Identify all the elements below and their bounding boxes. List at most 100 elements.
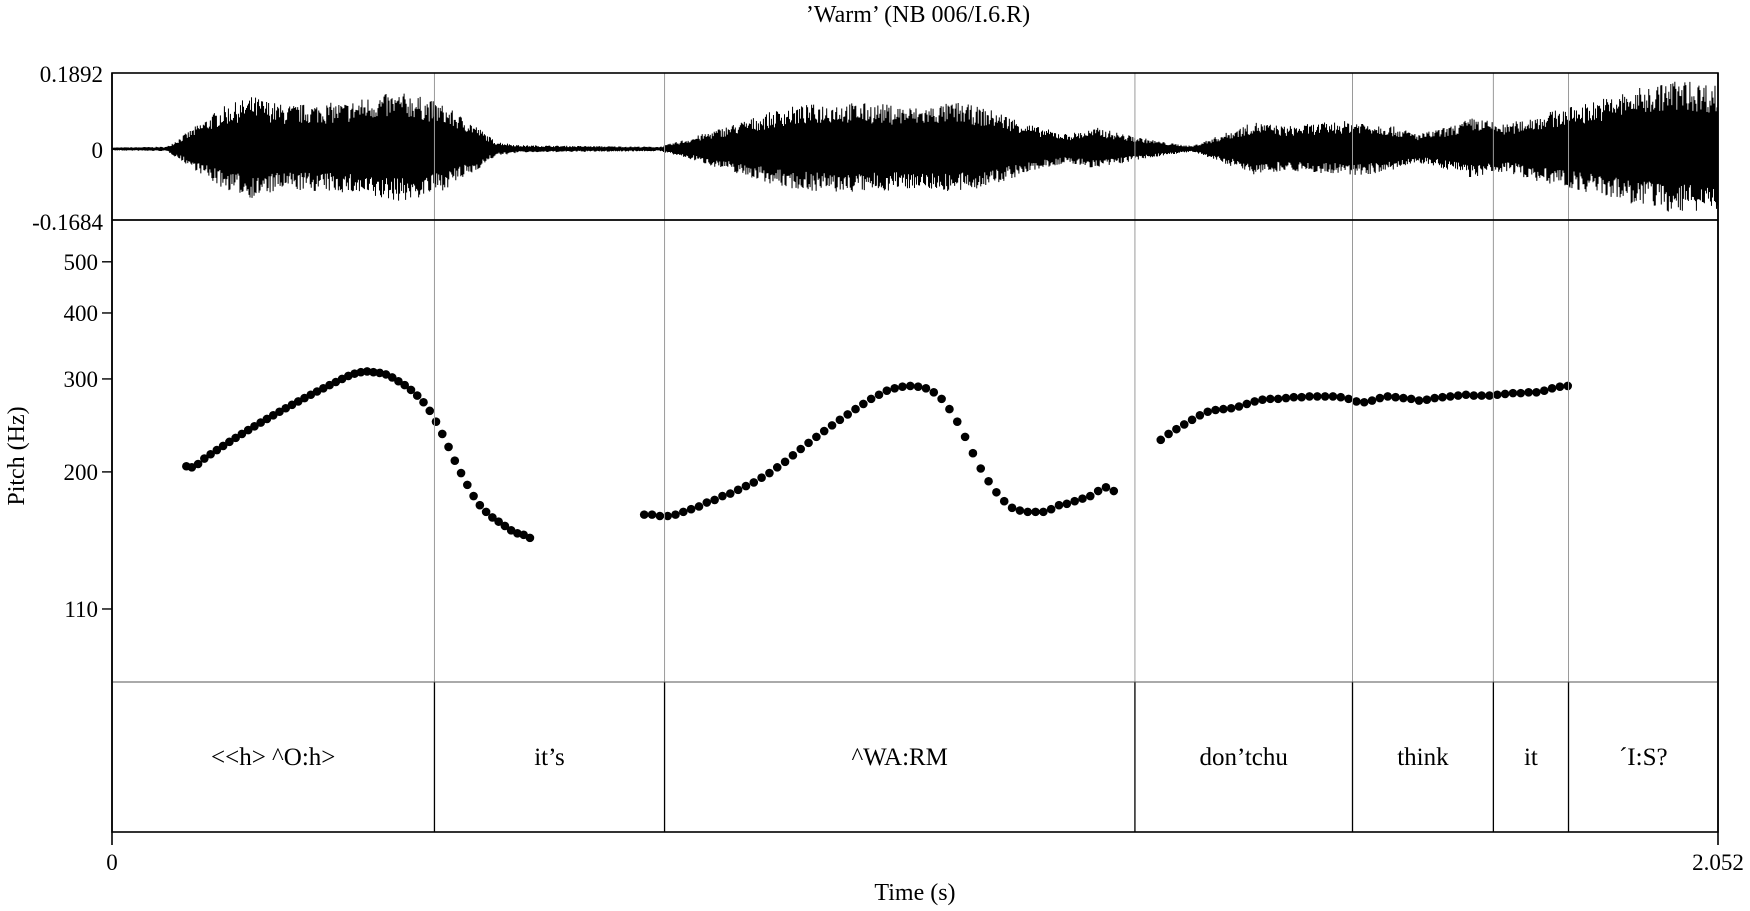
pitch-point [281,403,291,413]
pitch-point [639,510,649,519]
pitch-point [1344,394,1353,404]
pitch-point [913,382,923,392]
pitch-point [268,411,278,420]
pitch-point [437,429,447,439]
pitch-point [1179,420,1189,429]
pitch-point [406,385,416,395]
pitch-point [1508,388,1518,398]
pitch-point [1031,507,1040,517]
pitch-point [874,390,884,400]
pitch-point [431,417,441,426]
pitch-point [1078,494,1087,503]
pitch-point [819,426,829,436]
pitch-point [1469,391,1479,400]
pitch-point [1101,483,1111,492]
pitch-point [1219,404,1228,414]
pitch-point [702,498,712,507]
pitch-point [394,376,403,386]
pitch-point [772,463,782,472]
pitch-point [1062,499,1072,509]
pitch-point [218,441,228,451]
pitch-point [694,502,704,511]
pitch-point [1054,500,1064,510]
pitch-tick-label: 200 [64,460,99,485]
pitch-point [945,404,954,414]
panel-frames [111,72,1719,845]
waveform-ymin-label: -0.1684 [32,210,103,235]
pitch-point [804,438,813,448]
pitch-point [1258,395,1267,405]
pitch-points [182,367,1573,543]
pitch-point [1430,393,1439,403]
pitch-point [718,491,727,501]
pitch-point [890,383,899,393]
interval-label: ^WA:RM [851,744,947,771]
x-axis-max-label: 2.052 [1692,850,1744,875]
pitch-point [1312,392,1322,401]
pitch-point [655,511,665,521]
pitch-point [1399,393,1408,403]
pitch-point [412,391,422,400]
pitch-point [225,437,234,447]
pitch-axis-ticks: 110 200 300 400 500 [64,250,112,622]
pitch-point [812,432,821,442]
pitch-point [1461,390,1471,400]
pitch-point [796,444,806,454]
pitch-point [1524,388,1533,397]
pitch-point [1352,397,1361,406]
pitch-point [960,432,970,442]
pitch-point [1187,415,1197,425]
pitch-point [1195,411,1205,420]
pitch-point [1172,424,1181,434]
pitch-point [866,394,876,404]
pitch-point [1532,388,1541,397]
pitch-point [1414,396,1424,405]
pitch-point [1485,391,1494,400]
pitch-point [827,421,837,430]
pitch-point [1516,388,1526,398]
pitch-point [1500,389,1510,399]
pitch-tick-label: 500 [64,250,99,275]
pitch-point [500,521,510,531]
pitch-point [369,367,378,377]
pitch-point [1328,392,1338,401]
pitch-point [1406,394,1416,404]
pitch-point [1391,392,1400,402]
pitch-point [488,513,497,522]
pitch-point [976,464,986,473]
pitch-point [1422,395,1432,405]
waveform-trace [111,81,1719,212]
pitch-point [968,448,978,458]
pitch-point [1539,386,1549,395]
pitch-point [1453,391,1463,400]
pitch-point [1555,382,1565,392]
pitch-point [757,473,766,483]
pitch-point [1093,486,1103,496]
pitch-point [1156,435,1166,445]
pitch-point [921,383,931,393]
interval-label: ´I:S? [1619,744,1668,771]
interval-label: think [1397,744,1449,771]
pitch-point [1164,429,1173,439]
pitch-point [1266,394,1275,404]
interval-label: it’s [534,744,565,771]
pitch-point [999,496,1009,506]
pitch-point [1226,403,1236,413]
pitch-point [1547,383,1557,393]
pitch-point [937,394,946,404]
pitch-point [1375,393,1385,403]
pitch-point [1359,397,1369,407]
pitch-point [1492,390,1502,400]
pitch-point [1015,506,1025,515]
pitch-point [1023,507,1032,517]
pitch-point [686,504,696,514]
pitch-point [992,487,1001,497]
pitch-point [362,367,372,376]
pitch-point [444,442,453,452]
pitch-point [984,476,993,486]
pitch-point [843,410,852,419]
pitch-point [243,425,253,435]
pitch-point [212,445,222,455]
pitch-point [231,433,240,443]
